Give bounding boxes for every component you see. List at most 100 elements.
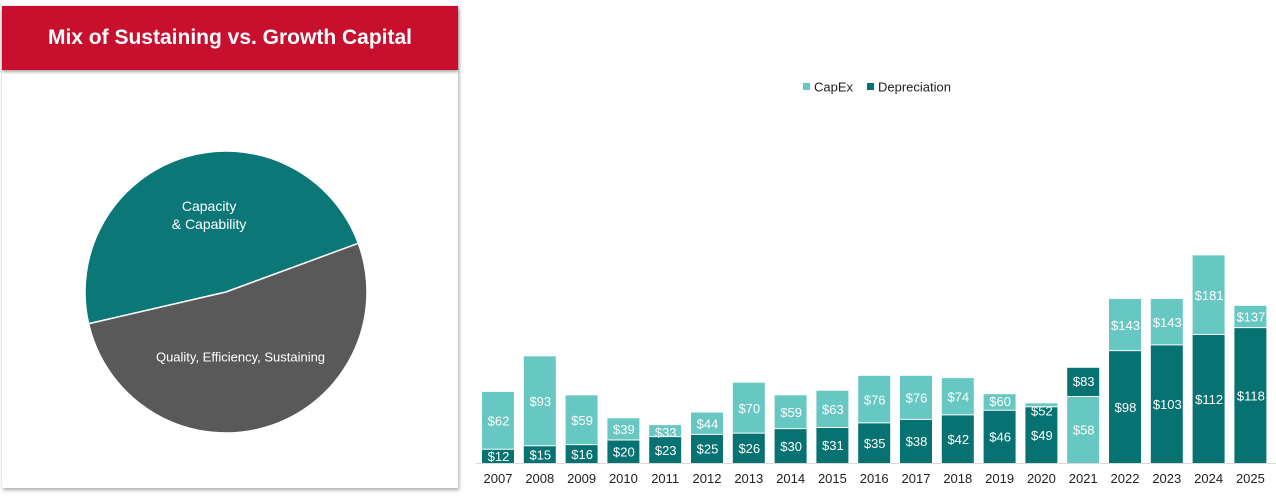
data-label: $35: [864, 436, 886, 451]
data-label: $93: [529, 394, 551, 409]
pie-slice: [84, 150, 360, 325]
bar-segment: [691, 412, 723, 435]
data-label: $63: [822, 402, 844, 417]
data-label: $39: [613, 422, 635, 437]
bar-segment: [1025, 406, 1058, 463]
data-label: $143: [1111, 318, 1140, 333]
data-label: $112: [1195, 392, 1223, 407]
data-label: $137: [1236, 310, 1265, 325]
title-banner: Mix of Sustaining vs. Growth Capital: [2, 6, 458, 70]
bar-segment: [565, 395, 598, 445]
data-label: $103: [1153, 397, 1182, 412]
bar-segment: [858, 375, 891, 423]
legend-swatch: [867, 83, 874, 90]
x-tick-label: 2017: [902, 471, 931, 486]
data-label: $98: [1115, 400, 1137, 415]
bar-segment: [649, 436, 682, 463]
data-label: $74: [947, 389, 969, 404]
data-label: $70: [738, 401, 760, 416]
data-label: $60: [989, 394, 1011, 409]
bar-segment: [900, 375, 932, 420]
bar-segment: [607, 440, 640, 463]
bar-segment: [1109, 298, 1141, 351]
x-tick-label: 2008: [525, 471, 554, 486]
x-tick-label: 2019: [985, 471, 1014, 486]
data-label: $42: [947, 432, 969, 447]
x-tick-label: 2023: [1152, 471, 1181, 486]
data-label: $59: [780, 405, 802, 420]
data-label: $62: [488, 414, 510, 429]
data-label: $83: [1073, 374, 1095, 389]
data-label: $16: [571, 447, 593, 462]
bar-segment: [1067, 396, 1100, 463]
data-label: $23: [655, 443, 677, 458]
data-label: $25: [697, 442, 719, 457]
x-tick-label: 2010: [609, 471, 638, 486]
bar-segment: [1150, 344, 1183, 463]
x-tick-label: 2021: [1069, 471, 1098, 486]
bar-segment: [649, 425, 682, 437]
data-label: $46: [989, 430, 1011, 445]
data-label: $44: [697, 416, 719, 431]
legend-label: CapEx: [814, 80, 854, 95]
bar-segment: [1025, 403, 1058, 407]
bar-segment: [774, 428, 807, 463]
data-label: $26: [738, 441, 760, 456]
bar-segment: [691, 434, 723, 463]
bar-segment: [941, 414, 974, 463]
x-tick-label: 2020: [1027, 471, 1056, 486]
x-tick-label: 2009: [567, 471, 596, 486]
x-tick-label: 2024: [1194, 471, 1223, 486]
x-tick-label: 2011: [651, 471, 679, 486]
x-tick-label: 2013: [734, 471, 763, 486]
bar-segment: [774, 395, 807, 429]
data-label: $118: [1237, 388, 1265, 403]
pie-slice: [87, 242, 368, 434]
bar-segment: [1234, 305, 1267, 328]
data-label: $76: [864, 392, 886, 407]
bar-segment: [565, 444, 598, 463]
bar-segment: [607, 418, 640, 441]
data-label: $181: [1195, 288, 1224, 303]
x-tick-label: 2022: [1111, 471, 1140, 486]
bar-segment: [858, 422, 891, 463]
pie-slice-label: Capacity & Capability: [172, 198, 247, 232]
bar-segment: [1109, 350, 1141, 463]
x-tick-label: 2015: [818, 471, 847, 486]
data-label: $58: [1073, 423, 1095, 438]
bar-segment: [732, 433, 765, 463]
data-label: $52: [1031, 403, 1053, 418]
data-label: $31: [822, 438, 844, 453]
bar-segment: [1150, 298, 1183, 345]
data-label: $49: [1031, 428, 1053, 443]
x-tick-label: 2016: [860, 471, 889, 486]
bar-segment: [482, 391, 514, 450]
bar-segment: [983, 394, 1016, 411]
data-label: $143: [1153, 315, 1182, 330]
x-tick-label: 2018: [943, 471, 972, 486]
data-label: $12: [488, 449, 510, 464]
bar-segment: [523, 445, 556, 463]
x-tick-label: 2025: [1236, 471, 1265, 486]
legend-swatch: [803, 83, 810, 90]
x-tick-label: 2007: [484, 471, 513, 486]
pie-chart: Capacity & Capability Quality, Efficiency,…: [84, 150, 368, 434]
bar-segment: [941, 378, 974, 415]
data-label: $38: [906, 434, 928, 449]
bar-segment: [732, 382, 765, 434]
data-label: $15: [529, 447, 551, 462]
data-label: $30: [780, 439, 802, 454]
bar-segment: [523, 356, 556, 446]
stacked-bar-chart: CapEx Depreciation $12 $62 2007 $15 $93 2008 $16…: [476, 80, 1276, 486]
bar-segment: [816, 427, 849, 463]
chart-title: Mix of Sustaining vs. Growth Capital: [47, 26, 413, 49]
x-tick-label: 2012: [693, 471, 722, 486]
data-label: $20: [613, 445, 635, 460]
data-label: $59: [571, 413, 593, 428]
bar-segment: [482, 449, 514, 463]
x-tick-label: 2014: [776, 471, 805, 486]
bar-segment: [1067, 367, 1100, 397]
pie-slice-label: Quality, Efficiency, Sustaining: [156, 350, 325, 365]
bar-segment: [983, 410, 1016, 463]
data-label: $76: [906, 391, 928, 406]
